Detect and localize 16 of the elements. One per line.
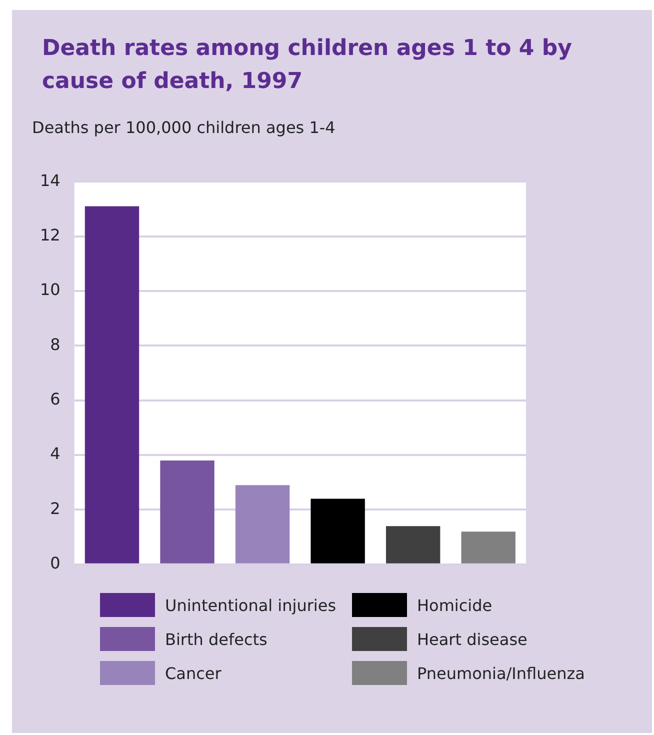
y-tick-label: 10 <box>40 280 60 300</box>
y-tick-label: 2 <box>50 498 60 518</box>
legend-label: Heart disease <box>417 630 528 648</box>
legend-label: Pneumonia/Influenza <box>417 664 585 682</box>
y-tick-label: 4 <box>50 444 60 464</box>
y-tick-label: 14 <box>40 170 60 190</box>
y-tick-label: 8 <box>50 334 60 354</box>
y-axis-title: Deaths per 100,000 children ages 1-4 <box>32 118 336 137</box>
chart-title: Death rates among children ages 1 to 4 by cause of death, 1997 <box>42 35 573 96</box>
legend-label: Unintentional injuries <box>165 596 336 614</box>
y-tick-label: 12 <box>40 225 60 244</box>
y-tick-label: 6 <box>50 390 60 408</box>
legend-label: Cancer <box>165 664 222 682</box>
legend-label: Birth defects <box>165 630 268 648</box>
legend-label: Homicide <box>417 596 492 614</box>
y-tick-label: 0 <box>50 554 60 573</box>
